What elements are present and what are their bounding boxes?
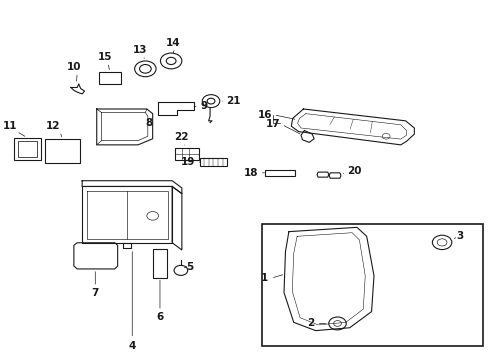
Text: 7: 7 bbox=[91, 288, 99, 298]
Text: 6: 6 bbox=[156, 312, 163, 322]
Text: 2: 2 bbox=[307, 319, 314, 328]
Text: 20: 20 bbox=[346, 166, 361, 176]
Text: 5: 5 bbox=[185, 262, 193, 272]
Text: 10: 10 bbox=[66, 62, 81, 72]
Text: 16: 16 bbox=[257, 110, 271, 120]
Text: 15: 15 bbox=[98, 52, 112, 62]
Text: 14: 14 bbox=[165, 38, 180, 48]
Text: 1: 1 bbox=[261, 273, 267, 283]
Text: 19: 19 bbox=[181, 157, 195, 167]
Text: 9: 9 bbox=[200, 102, 207, 112]
Text: 13: 13 bbox=[133, 45, 147, 55]
Text: 8: 8 bbox=[145, 118, 152, 128]
Text: 11: 11 bbox=[2, 121, 17, 131]
Text: 4: 4 bbox=[128, 341, 136, 351]
Text: 18: 18 bbox=[244, 168, 258, 178]
Text: 12: 12 bbox=[45, 121, 60, 131]
Text: 22: 22 bbox=[174, 132, 189, 142]
Text: 17: 17 bbox=[265, 120, 280, 129]
Text: 21: 21 bbox=[226, 96, 241, 106]
Text: 3: 3 bbox=[456, 231, 463, 241]
Bar bbox=[262, 224, 483, 346]
